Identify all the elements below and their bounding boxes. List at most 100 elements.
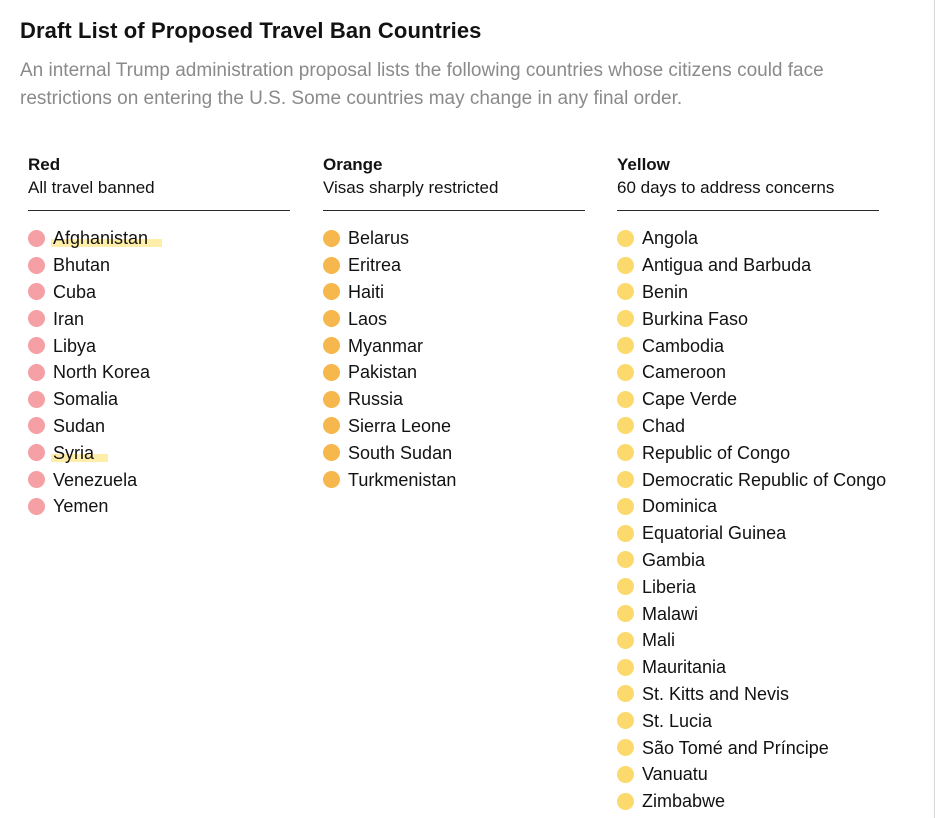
country-name: Burkina Faso [642,308,749,329]
country-list-item: Cambodia [617,332,917,359]
country-list-item: Equatorial Guinea [617,520,917,547]
country-list-item: Iran [28,305,290,332]
status-dot-icon [28,497,45,515]
country-list-item: Belarus [323,225,585,252]
country-name: Afghanistan [51,227,163,250]
country-name: Bhutan [53,255,111,276]
country-name: Cape Verde [642,389,738,410]
country-name: Russia [348,389,404,410]
country-name: Antigua and Barbuda [642,255,812,276]
country-name: Somalia [53,389,119,410]
country-name: Laos [348,308,388,329]
country-name: Turkmenistan [348,469,457,490]
country-name: Yemen [53,496,109,517]
country-list-item: Cameroon [617,359,917,386]
country-list-item: Eritrea [323,252,585,279]
country-list-item: Myanmar [323,332,585,359]
country-list-red: Afghanistan Bhutan Cuba Iran Libya North Kore… [28,225,290,520]
country-name: St. Lucia [642,710,713,731]
column-divider [323,210,585,211]
country-name: Liberia [642,576,697,597]
country-list-item: Afghanistan [28,225,290,252]
country-list-item: North Korea [28,359,290,386]
status-dot-icon [617,605,634,623]
country-name: Malawi [642,603,699,624]
country-list-item: Democratic Republic of Congo [617,466,917,493]
country-name: Democratic Republic of Congo [642,469,887,490]
country-name: Equatorial Guinea [642,523,787,544]
column-orange: Orange Visas sharply restricted Belarus E… [323,154,585,493]
country-name: St. Kitts and Nevis [642,683,790,704]
status-dot-icon [617,390,634,408]
country-list-item: Yemen [28,493,290,520]
status-dot-icon [323,471,340,489]
country-list-item: Sudan [28,413,290,440]
country-name: Republic of Congo [642,442,791,463]
country-name: South Sudan [348,442,453,463]
status-dot-icon [617,739,634,757]
country-name: Dominica [642,496,718,517]
status-dot-icon [617,256,634,274]
country-list-item: South Sudan [323,439,585,466]
country-list-item: Russia [323,386,585,413]
status-dot-icon [323,310,340,328]
column-heading: Red [28,155,61,174]
country-list-item: Syria [28,439,290,466]
country-list-item: Cuba [28,279,290,306]
country-list-item: Laos [323,305,585,332]
column-subheading: 60 days to address concerns [617,178,835,197]
column-heading: Orange [323,155,383,174]
country-list-item: Liberia [617,573,917,600]
country-list-item: Burkina Faso [617,305,917,332]
country-name: Angola [642,228,699,249]
country-list-item: Mali [617,627,917,654]
country-name: Libya [53,335,97,356]
country-name: Sudan [53,415,106,436]
country-list-item: Antigua and Barbuda [617,252,917,279]
status-dot-icon [28,337,45,355]
status-dot-icon [617,524,634,542]
status-dot-icon [617,283,634,301]
country-list-item: Chad [617,413,917,440]
country-list-item: Bhutan [28,252,290,279]
country-list-item: Somalia [28,386,290,413]
status-dot-icon [323,337,340,355]
country-name: Mauritania [642,657,727,678]
country-list-item: St. Kitts and Nevis [617,681,917,708]
status-dot-icon [617,551,634,569]
country-list-orange: Belarus Eritrea Haiti Laos Myanmar Pakistan Ru… [323,225,585,493]
status-dot-icon [617,337,634,355]
country-list-item: Venezuela [28,466,290,493]
column-red: Red All travel banned Afghanistan Bhutan C… [28,154,290,520]
column-subheading: Visas sharply restricted [323,178,499,197]
country-name: Venezuela [53,469,138,490]
country-list-item: Gambia [617,547,917,574]
status-dot-icon [617,497,634,515]
status-dot-icon [323,390,340,408]
status-dot-icon [28,229,45,247]
country-list-yellow: Angola Antigua and Barbuda Benin Burkina Fa… [617,225,917,815]
country-list-item: Zimbabwe [617,788,917,815]
status-dot-icon [323,363,340,381]
status-dot-icon [323,229,340,247]
country-name: Pakistan [348,362,418,383]
column-heading: Yellow [617,155,670,174]
status-dot-icon [617,631,634,649]
column-yellow: Yellow 60 days to address concerns Angol… [617,154,917,815]
country-name: Myanmar [348,335,424,356]
country-list-item: Libya [28,332,290,359]
status-dot-icon [28,256,45,274]
country-name: Vanuatu [642,764,708,785]
status-dot-icon [617,444,634,462]
country-name: Cuba [53,281,97,302]
country-list-item: Benin [617,279,917,306]
country-list-item: São Tomé and Príncipe [617,734,917,761]
country-name: Sierra Leone [348,415,452,436]
status-dot-icon [323,417,340,435]
status-dot-icon [323,256,340,274]
status-dot-icon [617,712,634,730]
country-list-item: Mauritania [617,654,917,681]
country-list-item: Sierra Leone [323,413,585,440]
status-dot-icon [617,685,634,703]
status-dot-icon [28,390,45,408]
